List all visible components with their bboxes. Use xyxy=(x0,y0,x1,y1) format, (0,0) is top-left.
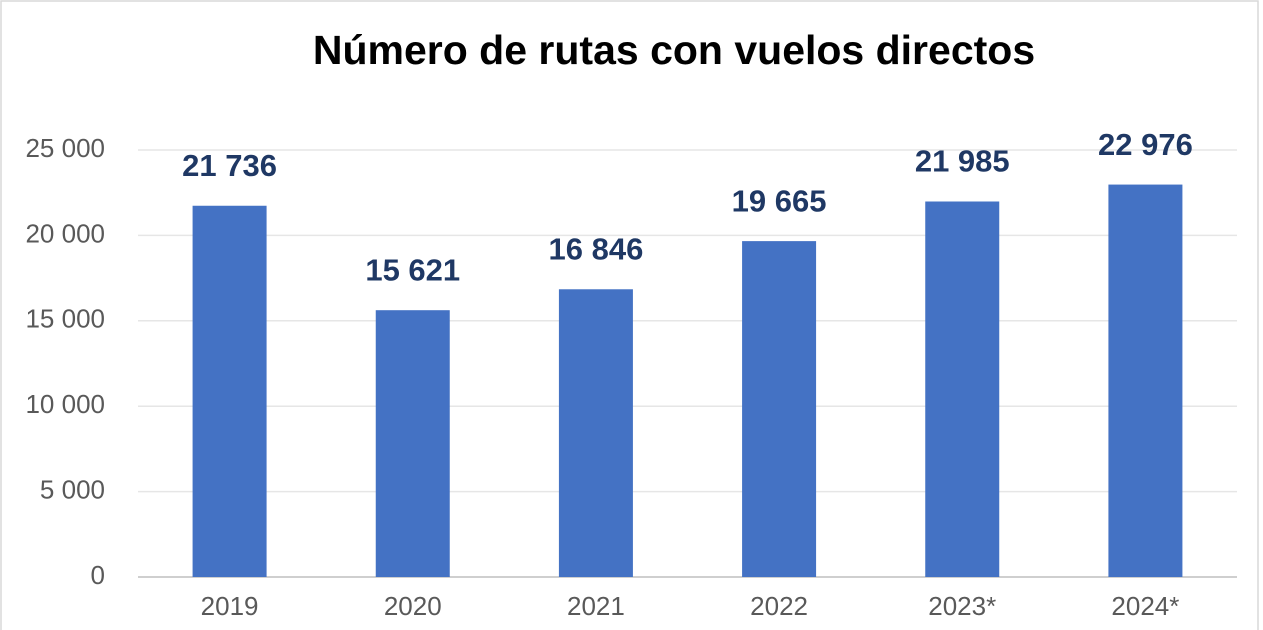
y-tick-label: 20 000 xyxy=(25,218,105,248)
y-tick-label: 15 000 xyxy=(25,304,105,334)
y-tick-label: 10 000 xyxy=(25,389,105,419)
data-label: 21 736 xyxy=(182,148,277,183)
bar xyxy=(375,310,450,577)
bar xyxy=(925,201,1000,577)
x-tick-label: 2021 xyxy=(567,591,625,621)
bar xyxy=(558,289,633,577)
data-label: 19 665 xyxy=(732,183,827,218)
data-label: 16 846 xyxy=(549,231,644,266)
y-tick-label: 25 000 xyxy=(25,133,105,163)
x-tick-label: 2020 xyxy=(384,591,442,621)
data-label: 15 621 xyxy=(365,252,460,287)
y-tick-label: 0 xyxy=(91,560,105,590)
x-tick-label: 2023* xyxy=(928,591,996,621)
bar xyxy=(742,241,817,577)
x-tick-label: 2024* xyxy=(1111,591,1179,621)
x-tick-label: 2022 xyxy=(750,591,808,621)
y-tick-label: 5 000 xyxy=(40,474,105,504)
chart-title: Número de rutas con vuelos directos xyxy=(313,27,1035,73)
data-label: 21 985 xyxy=(915,144,1010,179)
bar xyxy=(1108,184,1183,577)
x-tick-label: 2019 xyxy=(201,591,259,621)
data-label: 22 976 xyxy=(1098,127,1193,162)
bar xyxy=(192,205,267,577)
